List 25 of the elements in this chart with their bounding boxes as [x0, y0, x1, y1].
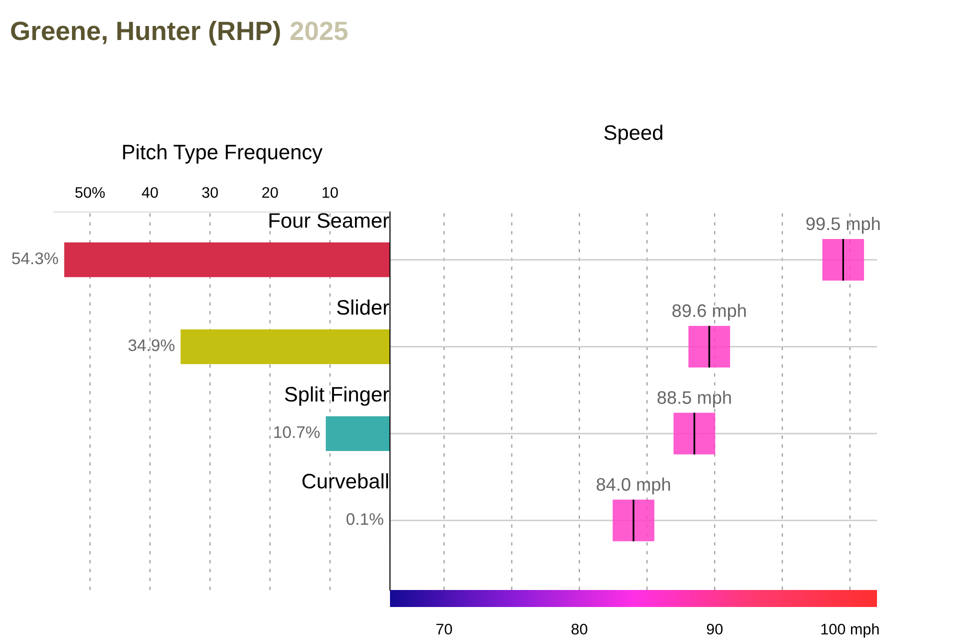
y-tick-label: Curveball — [302, 473, 388, 489]
x-tick-label: 10 — [322, 187, 338, 198]
x-tick-label: 20 — [262, 187, 278, 198]
x-tick-label: 90 — [706, 624, 723, 635]
y-tick-label: Slider — [337, 299, 390, 315]
x-tick-label: 30 — [202, 187, 218, 198]
y-tick-label: Four Seamer — [270, 213, 390, 228]
x-axis-title: Pitch Type Frequency — [123, 144, 323, 164]
chart-subtitle: 2025 — [290, 22, 348, 40]
y-tick-label: Split Finger — [284, 386, 390, 406]
x-tick-label: 70 — [436, 624, 452, 635]
data-label: 88.5 mph — [658, 390, 731, 408]
x-tick-label: 80 — [572, 624, 588, 635]
x-axis-title: Speed — [604, 124, 662, 144]
data-label: 34.9% — [128, 339, 174, 352]
data-label: 10.7% — [274, 426, 320, 438]
chart-title: Greene, Hunter (RHP) — [11, 20, 280, 46]
data-label: 54.3% — [12, 252, 58, 264]
x-tick-label: 50% — [75, 187, 105, 198]
data-label: 99.5 mph — [806, 216, 880, 234]
data-label: 0.1% — [346, 513, 384, 525]
data-label: 89.6 mph — [672, 304, 746, 321]
x-tick-label: 40 — [142, 187, 158, 198]
data-label: 84.0 mph — [596, 478, 670, 494]
x-tick-label: 100 mph — [821, 623, 879, 638]
